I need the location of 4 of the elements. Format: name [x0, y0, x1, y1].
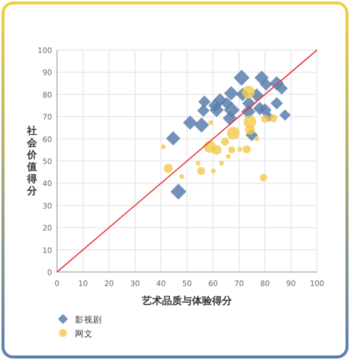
legend-label: 网文 — [75, 328, 93, 340]
x-axis-title: 艺术品质与体验得分 — [141, 295, 233, 307]
y-axis-title: 社会价值得分 — [26, 125, 38, 197]
legend-label: 影视剧 — [75, 314, 102, 326]
